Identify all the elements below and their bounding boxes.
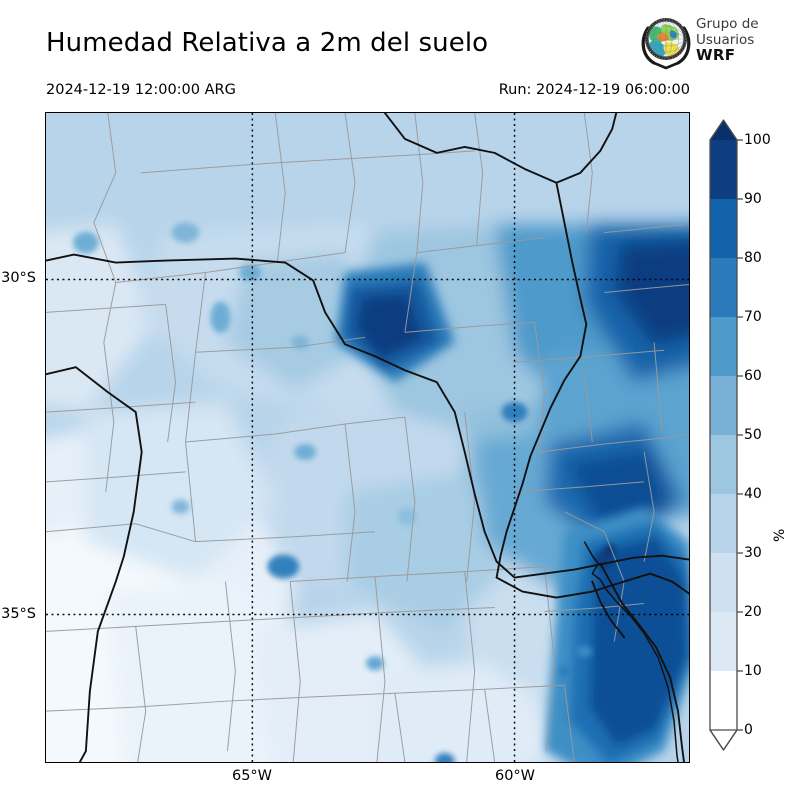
logo-line-1: Grupo de [696,16,759,32]
ytick-label-35s: 35°S [1,606,36,622]
forecast-map[interactable] [45,112,690,763]
wrf-globe-logo-icon [638,14,694,70]
colorbar-tick-100: 100 [744,132,771,148]
humidity-heatmap-canvas [46,113,689,762]
valid-time-label: 2024-12-19 12:00:00 ARG [46,82,236,98]
colorbar-tick-70: 70 [744,309,762,325]
ytick-label-30s: 30°S [1,270,36,286]
colorbar[interactable]: 0 10 20 30 40 50 60 70 80 90 100 % [706,118,796,758]
colorbar-tick-40: 40 [744,486,762,502]
logo-line-2: Usuarios [696,31,755,48]
xtick-label-60w: 60°W [494,768,536,784]
colorbar-tick-10: 10 [744,663,762,679]
colorbar-tick-90: 90 [744,191,762,207]
colorbar-unit-label: % [772,528,788,542]
logo-text: Grupo de Usuarios WRF [696,16,796,64]
run-time-label: Run: 2024-12-19 06:00:00 [498,82,690,98]
colorbar-tick-0: 0 [744,722,753,738]
colorbar-tick-50: 50 [744,427,762,443]
colorbar-gradient [709,119,743,751]
colorbar-tick-20: 20 [744,604,762,620]
colorbar-tick-30: 30 [744,545,762,561]
logo-line-3: WRF [696,46,736,64]
xtick-label-65w: 65°W [231,768,273,784]
page-title: Humedad Relativa a 2m del suelo [46,28,489,58]
logo: Grupo de Usuarios WRF [638,14,794,76]
colorbar-tick-60: 60 [744,368,762,384]
colorbar-tick-80: 80 [744,250,762,266]
